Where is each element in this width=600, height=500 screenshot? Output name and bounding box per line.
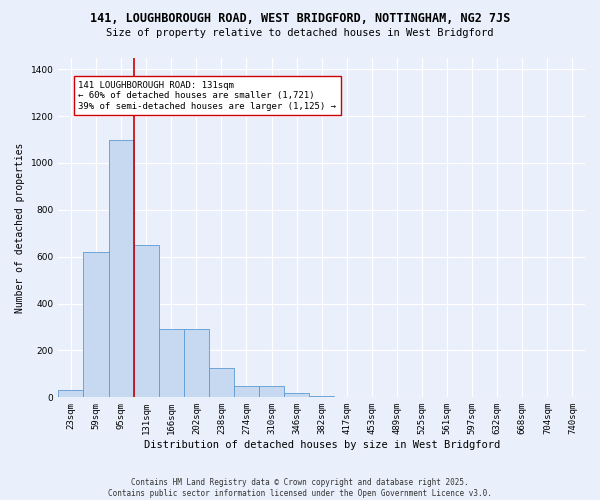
Bar xyxy=(83,252,109,398)
Bar xyxy=(209,368,234,398)
Bar xyxy=(58,390,83,398)
Y-axis label: Number of detached properties: Number of detached properties xyxy=(15,142,25,312)
Text: 141 LOUGHBOROUGH ROAD: 131sqm
← 60% of detached houses are smaller (1,721)
39% o: 141 LOUGHBOROUGH ROAD: 131sqm ← 60% of d… xyxy=(79,81,337,110)
Bar xyxy=(184,330,209,398)
Bar xyxy=(159,330,184,398)
Text: Size of property relative to detached houses in West Bridgford: Size of property relative to detached ho… xyxy=(106,28,494,38)
X-axis label: Distribution of detached houses by size in West Bridgford: Distribution of detached houses by size … xyxy=(143,440,500,450)
Bar xyxy=(134,245,159,398)
Bar xyxy=(259,386,284,398)
Bar xyxy=(309,396,334,398)
Bar xyxy=(284,392,309,398)
Bar xyxy=(109,140,134,398)
Bar xyxy=(234,386,259,398)
Text: Contains HM Land Registry data © Crown copyright and database right 2025.
Contai: Contains HM Land Registry data © Crown c… xyxy=(108,478,492,498)
Text: 141, LOUGHBOROUGH ROAD, WEST BRIDGFORD, NOTTINGHAM, NG2 7JS: 141, LOUGHBOROUGH ROAD, WEST BRIDGFORD, … xyxy=(90,12,510,26)
